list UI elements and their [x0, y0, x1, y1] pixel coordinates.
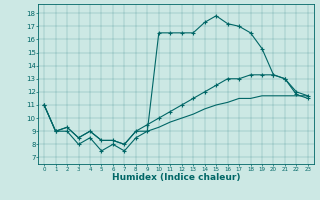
- X-axis label: Humidex (Indice chaleur): Humidex (Indice chaleur): [112, 173, 240, 182]
